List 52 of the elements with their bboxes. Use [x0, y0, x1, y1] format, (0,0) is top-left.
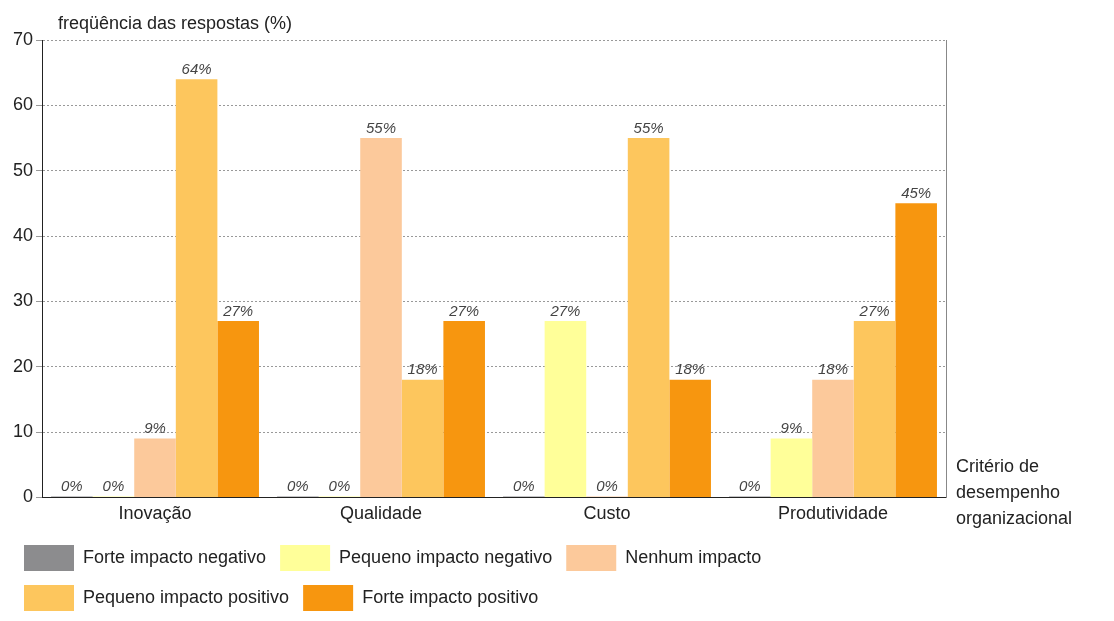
y-tick-label: 40 [12, 225, 34, 245]
data-label: 27% [222, 301, 254, 319]
data-label: 0% [328, 477, 351, 495]
data-label: 27% [549, 301, 581, 319]
data-label: 0% [596, 477, 618, 495]
data-label: 0% [102, 477, 125, 495]
data-label: 9% [780, 419, 803, 437]
y-tick-label: 50 [12, 159, 34, 180]
legend-label: Pequeno impacto negativo [339, 546, 553, 567]
data-label: 9% [144, 419, 166, 437]
bar [544, 320, 587, 497]
x-axis-title: Critério de desempenho organizacional [956, 456, 1073, 529]
data-label: 64% [181, 59, 212, 77]
y-tick-label: 70 [12, 28, 34, 49]
data-label: 0% [513, 477, 535, 495]
bar [627, 138, 670, 497]
bar [853, 320, 896, 497]
data-label: 45% [901, 184, 932, 202]
bar [175, 79, 218, 497]
data-label: 18% [407, 360, 438, 378]
bar [770, 438, 813, 497]
x-tick-label: Produtividade [777, 503, 889, 524]
data-label: 55% [633, 118, 664, 136]
x-tick-label: Inovação [118, 503, 192, 524]
x-tick-label: Qualidade [339, 503, 423, 524]
bar [669, 379, 711, 497]
legend-label: Forte impacto negativo [83, 546, 267, 567]
legend-label: Nenhum impacto [625, 546, 762, 567]
y-tick-label: 30 [12, 290, 34, 311]
bar [360, 138, 402, 497]
data-label: 18% [817, 360, 849, 378]
bar [895, 203, 937, 497]
data-label: 18% [675, 360, 706, 378]
y-tick-label: 0 [23, 486, 34, 507]
y-tick-label: 10 [12, 421, 34, 442]
bar [134, 438, 176, 497]
y-tick-label: 20 [12, 355, 34, 376]
legend-label: Forte impacto positivo [362, 586, 539, 607]
data-label: 27% [858, 301, 890, 319]
data-label: 0% [61, 477, 83, 495]
y-tick-label: 60 [12, 94, 34, 115]
y-axis-title: freqüência das respostas (%) [58, 12, 293, 33]
data-label: 55% [366, 118, 397, 136]
data-label: 0% [287, 477, 309, 495]
bar [401, 379, 444, 497]
legend-label: Pequeno impacto positivo [83, 586, 290, 607]
bar [812, 379, 854, 497]
data-label: 0% [738, 477, 761, 495]
x-tick-label: Custo [583, 503, 631, 524]
bar [217, 320, 259, 497]
data-label: 27% [448, 301, 480, 319]
bar [443, 320, 485, 497]
